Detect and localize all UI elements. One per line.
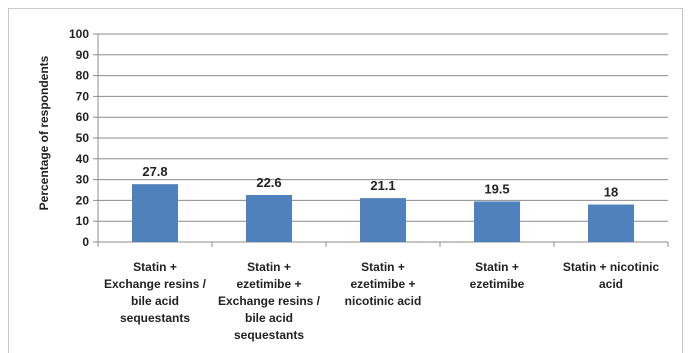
y-tick-label: 20 bbox=[76, 193, 90, 207]
x-tick-label-line: Statin + bbox=[475, 260, 519, 274]
x-tick-label-line: Statin + nicotinic bbox=[563, 260, 660, 274]
y-tick-label: 80 bbox=[76, 69, 90, 83]
y-tick-label: 100 bbox=[69, 27, 89, 41]
x-tick-label-line: ezetimibe bbox=[470, 277, 525, 291]
x-tick-label: Statin + ezetimibe + nicotinic acid bbox=[345, 260, 422, 308]
bar bbox=[474, 201, 520, 242]
y-tick-label: 40 bbox=[76, 152, 90, 166]
bar bbox=[588, 204, 634, 242]
x-tick-label-line: nicotinic acid bbox=[345, 294, 422, 308]
y-tick-label: 0 bbox=[82, 235, 89, 249]
x-tick-label-line: Exchange resins / bbox=[218, 294, 321, 308]
bar bbox=[246, 194, 292, 242]
x-tick-label-line: ezetimibe + bbox=[350, 277, 415, 291]
x-tick-label-line: Statin + bbox=[247, 260, 291, 274]
x-tick-label-line: sequestants bbox=[234, 328, 304, 342]
x-tick-label-line: bile acid bbox=[245, 311, 293, 325]
x-tick-label-line: acid bbox=[599, 277, 623, 291]
y-tick-label: 50 bbox=[76, 131, 90, 145]
x-tick-label: Statin + Exchange resins / bile acid seques… bbox=[104, 260, 207, 325]
bar bbox=[132, 184, 178, 242]
x-tick-label-line: Statin + bbox=[361, 260, 405, 274]
chart-frame bbox=[8, 8, 683, 353]
data-label: 27.8 bbox=[142, 164, 167, 179]
y-tick-label: 70 bbox=[76, 89, 90, 103]
x-tick-label-line: sequestants bbox=[120, 311, 190, 325]
x-tick-label: Statin + ezetimibe bbox=[470, 260, 525, 291]
y-tick-label: 90 bbox=[76, 48, 90, 62]
x-tick-label-line: Statin + bbox=[133, 260, 177, 274]
y-axis-label: Percentage of respondents bbox=[37, 55, 51, 210]
x-tick-label-line: bile acid bbox=[131, 294, 179, 308]
x-tick-label: Statin + ezetimibe + Exchange resins / bile… bbox=[218, 260, 321, 342]
bar bbox=[360, 198, 406, 242]
x-tick-label: Statin + nicotinic acid bbox=[563, 260, 660, 291]
y-tick-label: 60 bbox=[76, 110, 90, 124]
x-tick-label-line: ezetimibe + bbox=[236, 277, 301, 291]
x-tick-label-line: Exchange resins / bbox=[104, 277, 207, 291]
data-label: 22.6 bbox=[256, 175, 281, 190]
y-tick-label: 10 bbox=[76, 214, 90, 228]
data-label: 19.5 bbox=[484, 181, 509, 196]
data-label: 21.1 bbox=[370, 178, 395, 193]
y-tick-label: 30 bbox=[76, 173, 90, 187]
data-label: 18 bbox=[604, 185, 618, 200]
